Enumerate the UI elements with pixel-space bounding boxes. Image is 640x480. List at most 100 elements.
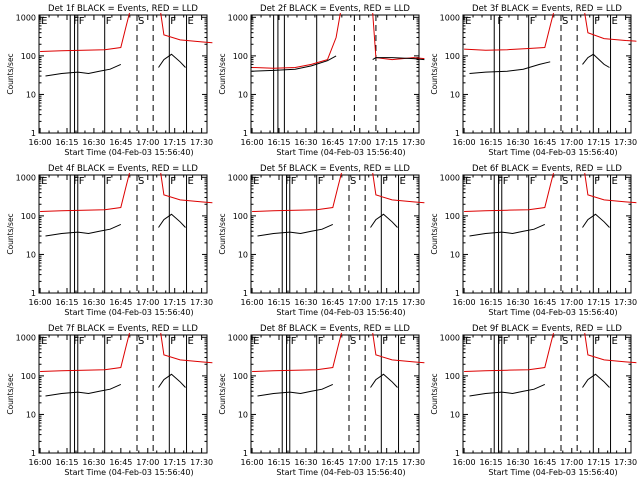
x-tick-label: 16:30 [506,138,529,147]
y-tick-label: 1 [455,449,460,458]
x-tick-label: 16:45 [321,298,344,307]
x-tick-label: 17:15 [163,298,186,307]
interval-marker-label: F [106,16,112,27]
plot-frame [38,14,208,134]
y-tick-label: 1000 [440,173,460,182]
x-tick-label: 17:30 [402,138,425,147]
interval-marker-label: F [106,176,112,187]
x-tick-label: 16:45 [533,298,556,307]
interval-marker-label: F [291,336,297,347]
y-tick-label: 10 [450,250,460,259]
x-tick-label: 16:00 [453,138,476,147]
x-tick-label: 16:00 [29,458,52,467]
y-tick-label: 100 [233,212,248,221]
interval-marker-label: F [79,16,85,27]
interval-marker-label: S [562,176,568,187]
interval-marker-label: F [79,176,85,187]
y-tick-label: 1 [455,289,460,298]
y-axis-label: Counts/sec [218,373,227,414]
x-tick-label: 16:15 [267,138,290,147]
y-axis-label: Counts/sec [218,213,227,254]
lld-series-line [252,332,342,372]
interval-marker-label: E [465,336,471,347]
interval-marker-label: E [465,16,471,27]
interval-marker-label: F [382,176,388,187]
y-tick-label: 100 [233,52,248,61]
interval-marker-label: E [400,176,406,187]
x-tick-label: 17:00 [136,458,159,467]
y-tick-label: 10 [26,410,36,419]
interval-marker-label: S [562,16,568,27]
interval-marker-label: F [73,16,79,27]
x-tick-label: 16:30 [506,298,529,307]
interval-marker-label: F [594,336,600,347]
x-tick-label: 17:30 [614,458,637,467]
interval-marker-label: E [400,336,406,347]
lld-series-line [40,332,130,372]
y-axis-label: Counts/sec [6,53,15,94]
x-tick-label: 16:00 [241,138,264,147]
events-series-line [158,373,186,388]
x-tick-label: 17:00 [136,138,159,147]
lld-series-line [584,332,637,364]
y-axis-label: Counts/sec [6,373,15,414]
x-axis-label: Start Time (04-Feb-03 15:56:40) [276,148,405,157]
x-axis-label: Start Time (04-Feb-03 15:56:40) [276,468,405,477]
events-series-line [469,61,551,74]
interval-marker-label: F [497,336,503,347]
panel-title: Det 5f BLACK = Events, RED = LLD [260,164,410,174]
x-tick-label: 16:30 [82,138,105,147]
x-axis-label: Start Time (04-Feb-03 15:56:40) [488,308,617,317]
interval-marker-label: F [530,16,536,27]
x-tick-label: 17:15 [375,138,398,147]
interval-marker-label: F [594,176,600,187]
events-series-line [45,223,122,237]
x-tick-label: 16:15 [267,298,290,307]
x-tick-label: 16:45 [109,298,132,307]
y-tick-label: 100 [445,372,460,381]
interval-marker-label: F [285,336,291,347]
panel-title: Det 4f BLACK = Events, RED = LLD [48,164,198,174]
x-tick-label: 16:30 [506,458,529,467]
x-tick-label: 17:00 [560,458,583,467]
interval-marker-label: F [497,176,503,187]
x-tick-label: 16:15 [55,138,78,147]
y-tick-label: 100 [21,52,36,61]
x-tick-label: 16:00 [241,458,264,467]
interval-marker-label: F [73,176,79,187]
plot-frame [250,334,420,454]
interval-marker-label: F [497,16,503,27]
y-tick-label: 1 [455,129,460,138]
y-tick-label: 1 [31,129,36,138]
plot-frame [250,174,420,294]
interval-marker-label: F [503,176,509,187]
interval-marker-label: F [79,336,85,347]
x-tick-label: 16:30 [82,298,105,307]
y-tick-label: 100 [233,372,248,381]
panel-title: Det 7f BLACK = Events, RED = LLD [48,324,198,334]
x-tick-label: 17:00 [348,458,371,467]
interval-marker-label: E [253,176,259,187]
y-axis-label: Counts/sec [6,213,15,254]
y-tick-label: 1000 [16,333,36,342]
y-tick-label: 100 [445,212,460,221]
x-tick-label: 17:15 [375,458,398,467]
interval-marker-label: E [41,176,47,187]
interval-marker-label: E [188,176,194,187]
interval-marker-label: F [503,336,509,347]
x-tick-label: 16:30 [294,138,317,147]
interval-marker-label: E [188,16,194,27]
plot-frame [462,334,632,454]
events-series-line [252,55,337,72]
x-tick-label: 16:15 [479,458,502,467]
interval-marker-label: E [612,176,618,187]
y-tick-label: 1000 [440,13,460,22]
x-tick-label: 16:45 [533,138,556,147]
lld-series-line [40,12,130,52]
